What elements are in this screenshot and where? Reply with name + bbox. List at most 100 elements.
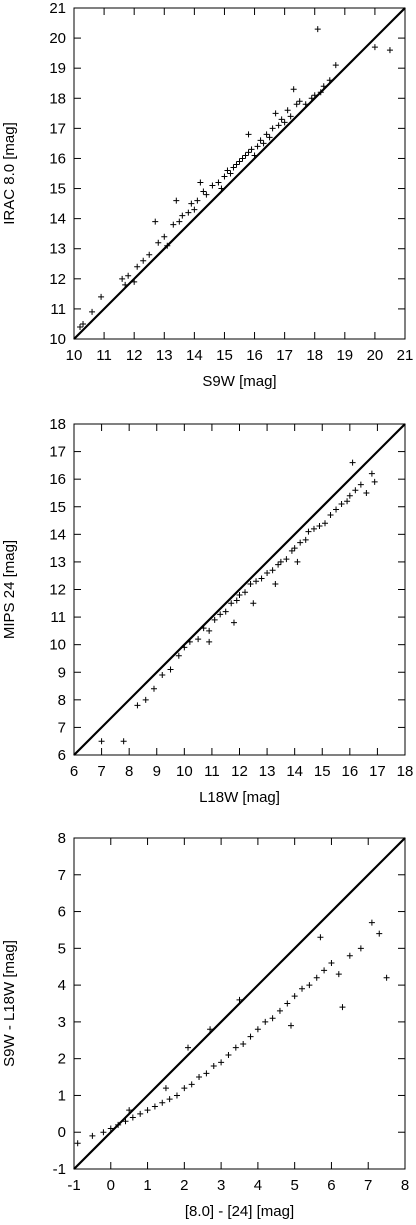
- y-tick-label: 4: [58, 977, 66, 994]
- x-tick-label: 5: [290, 1177, 298, 1194]
- data-point: [225, 1051, 232, 1058]
- panel-1: 10 11 12 13 14 15 16 17 18 19 20 21 10 11 12 13 14 15 16 17…: [1, 0, 413, 390]
- data-point: [257, 137, 264, 144]
- data-point: [217, 611, 224, 618]
- data-point: [245, 131, 252, 138]
- data-point: [368, 919, 375, 926]
- x-axis-label: L18W [mag]: [199, 789, 280, 806]
- data-point: [144, 1107, 151, 1114]
- y-tick-label: 11: [50, 609, 66, 626]
- x-tick-label: 7: [97, 763, 105, 780]
- y-tick-label: 5: [58, 940, 66, 957]
- data-point: [200, 188, 207, 195]
- x-tick-label: 17: [276, 347, 293, 364]
- data-point: [240, 1040, 247, 1047]
- data-point: [338, 500, 345, 507]
- data-point: [173, 1092, 180, 1099]
- y-tick-label: 2: [58, 1051, 66, 1068]
- data-point: [317, 89, 324, 96]
- data-point: [125, 272, 132, 279]
- data-point: [221, 173, 228, 180]
- data-point: [230, 619, 237, 626]
- data-point: [357, 945, 364, 952]
- data-point: [250, 600, 257, 607]
- data-point: [119, 275, 126, 282]
- data-point: [80, 320, 87, 327]
- x-tick-label: -1: [67, 1177, 80, 1194]
- data-point: [188, 1081, 195, 1088]
- y-tick-label: 15: [49, 499, 66, 516]
- data-point: [269, 567, 276, 574]
- data-point: [314, 26, 321, 33]
- y-tick-label: 10: [49, 637, 66, 654]
- x-tick-label: 8: [401, 1177, 409, 1194]
- data-point: [77, 323, 84, 330]
- data-point: [275, 122, 282, 129]
- y-axis-label: S9W - L18W [mag]: [1, 940, 18, 1067]
- data-point: [131, 278, 138, 285]
- data-point: [166, 1096, 173, 1103]
- data-point: [305, 528, 312, 535]
- data-point: [179, 212, 186, 219]
- data-point: [120, 738, 127, 745]
- data-point: [74, 1140, 81, 1147]
- data-point: [162, 1085, 169, 1092]
- x-tick-label: 10: [66, 347, 83, 364]
- x-tick-label: 15: [314, 763, 331, 780]
- data-point: [254, 143, 261, 150]
- data-point: [176, 218, 183, 225]
- data-point: [155, 239, 162, 246]
- data-point: [181, 1085, 188, 1092]
- x-tick-label: 3: [217, 1177, 225, 1194]
- data-point: [159, 1099, 166, 1106]
- reference-line: [73, 7, 406, 340]
- data-point: [151, 1103, 158, 1110]
- reference-line: [73, 423, 406, 756]
- y-tick-label: 14: [49, 526, 66, 543]
- data-point: [152, 218, 159, 225]
- data-point: [191, 206, 198, 213]
- data-point: [322, 520, 329, 527]
- data-point: [207, 1026, 214, 1033]
- x-tick-label: 19: [336, 347, 353, 364]
- data-point: [233, 161, 240, 168]
- data-point: [100, 1129, 107, 1136]
- data-point: [98, 293, 105, 300]
- y-tick-label: 11: [50, 301, 66, 318]
- x-tick-label: 16: [341, 763, 358, 780]
- data-point: [297, 539, 304, 546]
- data-point: [161, 233, 168, 240]
- data-point: [293, 101, 300, 108]
- data-point: [263, 131, 270, 138]
- y-tick-label: 7: [58, 719, 66, 736]
- data-point: [288, 547, 295, 554]
- data-point: [224, 167, 231, 174]
- data-point: [170, 221, 177, 228]
- data-point: [281, 119, 288, 126]
- data-point: [181, 644, 188, 651]
- data-point: [206, 638, 213, 645]
- data-point: [275, 561, 282, 568]
- data-point: [173, 197, 180, 204]
- data-point: [371, 478, 378, 485]
- data-point: [245, 149, 252, 156]
- data-point: [320, 83, 327, 90]
- data-point: [185, 209, 192, 216]
- data-point: [211, 616, 218, 623]
- data-point: [200, 625, 207, 632]
- data-point: [142, 696, 149, 703]
- data-point: [134, 702, 141, 709]
- data-point: [126, 1107, 133, 1114]
- x-tick-label: 9: [153, 763, 161, 780]
- y-tick-label: 21: [49, 0, 66, 17]
- data-point: [137, 1110, 144, 1117]
- x-tick-label: 10: [176, 763, 193, 780]
- data-point: [236, 158, 243, 165]
- y-tick-label: 16: [49, 150, 66, 167]
- x-tick-label: 18: [397, 763, 414, 780]
- data-point: [260, 140, 267, 147]
- x-tick-label: 7: [364, 1177, 372, 1194]
- data-point: [98, 738, 105, 745]
- data-point: [290, 86, 297, 93]
- data-point: [269, 125, 276, 132]
